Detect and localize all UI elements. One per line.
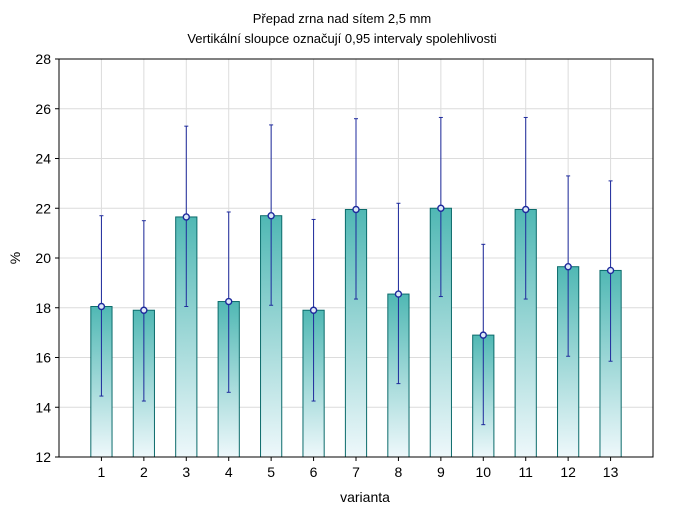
mean-point-11 — [522, 205, 530, 214]
y-tick-label: 24 — [35, 151, 51, 167]
x-tick-label: 10 — [475, 464, 491, 480]
x-tick-label: 2 — [140, 464, 148, 480]
chart-title: Přepad zrna nad sítem 2,5 mm — [253, 11, 431, 26]
mean-point-1 — [97, 302, 106, 311]
y-tick-label: 20 — [35, 250, 51, 266]
mean-point-9 — [437, 204, 445, 212]
mean-point-12 — [564, 263, 572, 271]
mean-point-3 — [182, 213, 190, 221]
y-tick-label: 18 — [35, 300, 51, 316]
mean-point-4 — [225, 297, 233, 306]
y-tick-label: 16 — [35, 350, 51, 366]
mean-point-8 — [394, 290, 403, 298]
y-tick-label: 14 — [35, 399, 51, 415]
x-tick-label: 5 — [267, 464, 275, 480]
x-tick-label: 11 — [518, 464, 533, 480]
mean-point-10 — [479, 331, 487, 339]
x-axis-label: varianta — [340, 489, 390, 505]
x-tick-label: 9 — [437, 464, 445, 480]
x-tick-label: 3 — [182, 464, 190, 480]
mean-point-2 — [140, 306, 148, 314]
mean-point-6 — [309, 306, 318, 314]
chart-subtitle: Vertikální sloupce označují 0,95 interva… — [187, 31, 496, 46]
mean-point-5 — [267, 212, 275, 220]
x-tick-label: 8 — [395, 464, 403, 480]
x-tick-label: 12 — [560, 464, 576, 480]
x-tick-label: 13 — [603, 464, 619, 480]
x-tick-label: 7 — [352, 464, 360, 480]
y-tick-label: 28 — [35, 51, 51, 67]
mean-point-7 — [352, 205, 360, 214]
mean-point-13 — [606, 266, 615, 275]
x-tick-label: 1 — [98, 464, 106, 480]
x-tick-label: 4 — [225, 464, 233, 480]
x-tick-label: 6 — [310, 464, 318, 480]
error-layer — [97, 116, 615, 426]
y-tick-label: 12 — [35, 449, 51, 465]
y-tick-label: 22 — [35, 200, 51, 216]
y-axis-label: % — [7, 252, 23, 264]
y-tick-label: 26 — [35, 101, 51, 117]
